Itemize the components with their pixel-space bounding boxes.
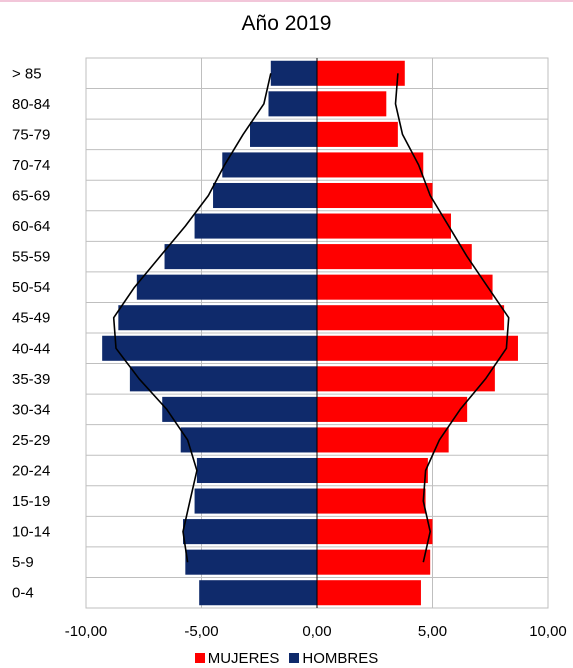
- bar-mujeres-25-29: [317, 427, 449, 453]
- bar-mujeres-45-49: [317, 305, 505, 331]
- category-label-55-59: 55-59: [12, 249, 50, 266]
- category-label-80-84: 80-84: [12, 96, 50, 113]
- legend-item-mujeres: MUJERES: [194, 649, 280, 667]
- category-label-5-9: 5-9: [12, 554, 34, 571]
- bar-hombres-85: [270, 60, 317, 86]
- bar-hombres-35-39: [129, 366, 317, 392]
- bar-mujeres-60-64: [317, 213, 451, 239]
- bar-mujeres-5-9: [317, 549, 431, 575]
- legend: MUJERES HOMBRES: [0, 648, 573, 668]
- category-label-85: > 85: [12, 65, 42, 82]
- chart-title: Año 2019: [241, 12, 332, 35]
- bar-mujeres-80-84: [317, 91, 387, 117]
- bar-hombres-40-44: [102, 335, 317, 361]
- bar-hombres-80-84: [268, 91, 317, 117]
- bar-hombres-5-9: [185, 549, 317, 575]
- bar-mujeres-30-34: [317, 396, 468, 422]
- category-label-50-54: 50-54: [12, 279, 50, 296]
- bar-hombres-45-49: [118, 305, 317, 331]
- bar-hombres-10-14: [183, 519, 317, 545]
- legend-item-hombres: HOMBRES: [289, 650, 378, 667]
- category-label-40-44: 40-44: [12, 340, 50, 357]
- bar-mujeres-40-44: [317, 335, 518, 361]
- legend-swatch-hombres: [289, 653, 300, 663]
- bar-mujeres-20-24: [317, 457, 428, 484]
- bar-mujeres-50-54: [317, 274, 493, 300]
- bar-hombres-30-34: [162, 396, 317, 422]
- bar-hombres-25-29: [180, 427, 317, 453]
- legend-swatch-mujeres: [194, 653, 205, 663]
- bar-mujeres-70-74: [317, 152, 424, 178]
- x-tick-label: -5,00: [184, 623, 218, 640]
- comparison-line-hombres: [112, 73, 272, 563]
- category-label-35-39: 35-39: [12, 371, 50, 388]
- x-tick-label: 10,00: [529, 623, 567, 640]
- comparison-line-mujeres: [394, 73, 510, 563]
- x-tick-label: 5,00: [418, 623, 447, 640]
- category-label-0-4: 0-4: [12, 585, 34, 602]
- bar-hombres-75-79: [250, 121, 317, 147]
- category-label-65-69: 65-69: [12, 188, 50, 205]
- x-tick-label: -10,00: [65, 623, 108, 640]
- bar-hombres-0-4: [199, 580, 317, 606]
- category-label-30-34: 30-34: [12, 401, 50, 418]
- bar-mujeres-85: [317, 60, 405, 86]
- legend-label-hombres: HOMBRES: [302, 649, 379, 667]
- x-tick-label: 0,00: [302, 623, 331, 640]
- bar-hombres-60-64: [194, 213, 317, 239]
- bar-mujeres-10-14: [317, 519, 433, 545]
- category-label-15-19: 15-19: [12, 493, 50, 510]
- bar-hombres-20-24: [196, 457, 317, 484]
- bar-mujeres-0-4: [317, 580, 421, 606]
- population-pyramid-chart: > 85 80-84 75-79 70-74 65-69 60-64 55-59 50-54 4…: [12, 57, 567, 640]
- bar-mujeres-55-59: [317, 244, 472, 270]
- category-label-75-79: 75-79: [12, 126, 50, 143]
- bar-hombres-50-54: [136, 274, 317, 300]
- bar-hombres-70-74: [222, 152, 317, 178]
- bar-mujeres-75-79: [317, 121, 398, 147]
- top-accent-line: [0, 0, 573, 2]
- category-label-20-24: 20-24: [12, 463, 50, 480]
- bar-mujeres-15-19: [317, 488, 426, 514]
- legend-label-mujeres: MUJERES: [207, 649, 280, 667]
- bar-hombres-65-69: [213, 182, 317, 209]
- category-label-70-74: 70-74: [12, 157, 50, 174]
- category-label-25-29: 25-29: [12, 432, 50, 449]
- bar-hombres-15-19: [194, 488, 317, 514]
- category-label-45-49: 45-49: [12, 310, 50, 327]
- bar-hombres-55-59: [164, 244, 317, 270]
- category-label-10-14: 10-14: [12, 524, 50, 541]
- category-label-60-64: 60-64: [12, 218, 50, 235]
- bar-mujeres-65-69: [317, 182, 433, 209]
- bar-mujeres-35-39: [317, 366, 495, 392]
